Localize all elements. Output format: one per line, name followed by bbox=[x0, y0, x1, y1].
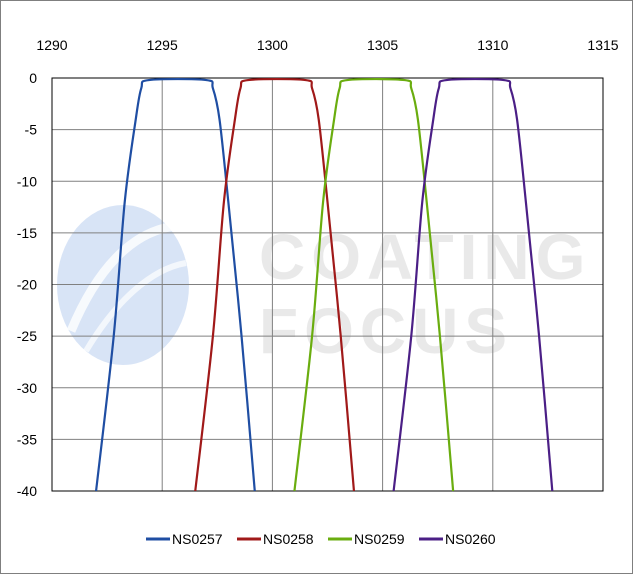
series-layer bbox=[94, 77, 554, 492]
series-line-ns0259 bbox=[293, 77, 455, 492]
watermark: COATING FOCUS bbox=[57, 205, 591, 367]
legend-label: NS0258 bbox=[263, 531, 314, 547]
x-tick-label: 1315 bbox=[587, 37, 618, 53]
legend-label: NS0257 bbox=[172, 531, 223, 547]
plot-area bbox=[51, 77, 604, 492]
series-line-ns0257 bbox=[94, 77, 256, 492]
y-tick-label: -5 bbox=[25, 122, 38, 138]
y-tick-label: -35 bbox=[17, 431, 37, 447]
watermark-text-line1: COATING bbox=[259, 221, 591, 293]
legend-label: NS0259 bbox=[354, 531, 405, 547]
x-axis: 1290 1295 1300 1305 1310 1315 bbox=[36, 37, 618, 53]
x-tick-label: 1300 bbox=[257, 37, 288, 53]
series-line-ns0258 bbox=[194, 77, 356, 492]
y-tick-label: -20 bbox=[17, 277, 37, 293]
y-tick-label: -10 bbox=[17, 173, 37, 189]
x-tick-label: 1310 bbox=[477, 37, 508, 53]
y-tick-label: -40 bbox=[17, 483, 37, 499]
legend-label: NS0260 bbox=[445, 531, 496, 547]
y-tick-label: -30 bbox=[17, 380, 37, 396]
legend: NS0257 NS0258 NS0259 NS0260 bbox=[146, 531, 496, 547]
y-axis: 0 -5 -10 -15 -20 -25 -30 -35 -40 bbox=[17, 70, 37, 499]
watermark-text-line2: FOCUS bbox=[259, 295, 513, 367]
y-tick-label: -25 bbox=[17, 328, 37, 344]
y-tick-label: 0 bbox=[29, 70, 37, 86]
y-tick-label: -15 bbox=[17, 225, 37, 241]
x-tick-label: 1295 bbox=[147, 37, 178, 53]
x-tick-label: 1305 bbox=[367, 37, 398, 53]
x-tick-label: 1290 bbox=[36, 37, 67, 53]
series-line-ns0260 bbox=[392, 77, 554, 492]
